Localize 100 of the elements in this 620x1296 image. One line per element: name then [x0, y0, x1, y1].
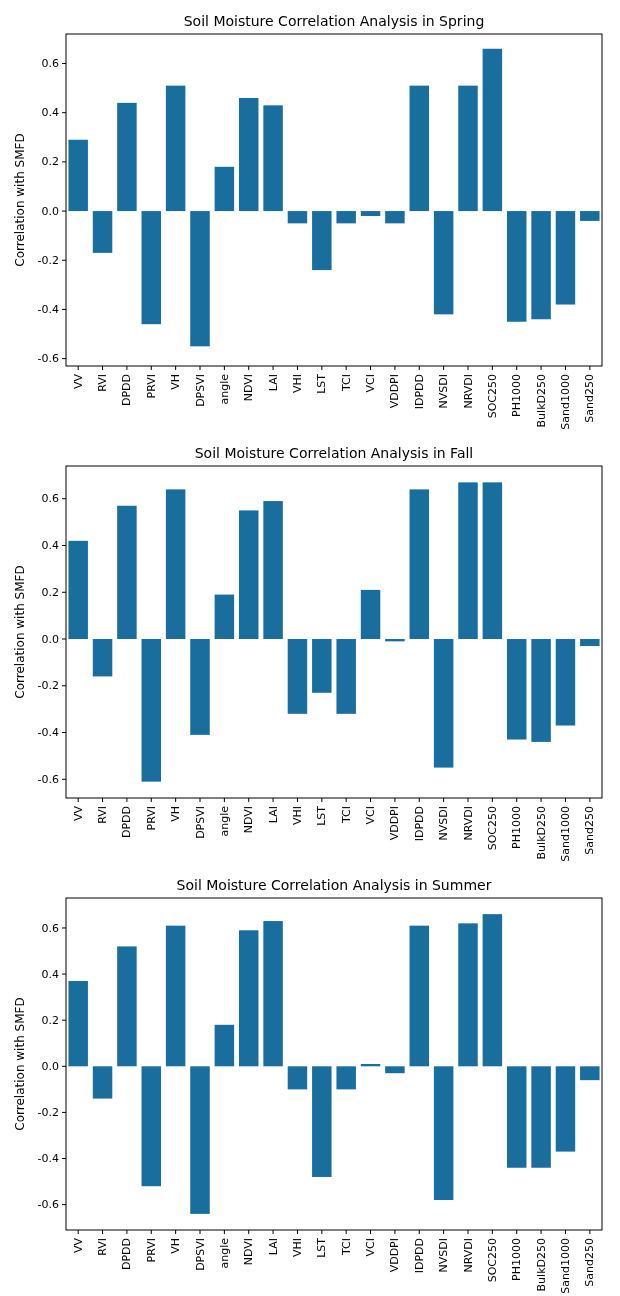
x-tick-label: BulkD250 [534, 806, 548, 860]
bar [312, 639, 332, 693]
x-tick-label: DPSVI [193, 1238, 207, 1271]
bar [92, 1066, 113, 1099]
x-tick-label: LAI [266, 1238, 280, 1256]
bar [506, 211, 527, 322]
x-tick-label: VDDPI [388, 806, 402, 841]
bar [190, 211, 210, 347]
bar [482, 914, 503, 1067]
x-tick-label: NDVI [242, 1238, 256, 1266]
x-tick-label: RVI [96, 806, 110, 824]
x-tick-label: TCI [339, 806, 353, 824]
x-tick-label: angle [217, 373, 231, 405]
y-tick-label: -0.6 [37, 1198, 59, 1212]
x-tick-label: NVSDI [437, 374, 451, 409]
x-tick-label: DPSVI [193, 806, 207, 839]
y-tick-label: -0.2 [37, 679, 59, 693]
x-tick-label: NVSDI [437, 806, 451, 841]
x-tick-label: TCI [339, 1238, 353, 1256]
y-tick-label: -0.6 [37, 352, 59, 366]
x-tick-label: RVI [96, 374, 110, 392]
y-tick-label: 0.0 [41, 204, 59, 218]
x-tick-label: NDVI [242, 806, 256, 834]
y-tick-label: 0.4 [41, 106, 59, 120]
y-tick-label: -0.4 [37, 1152, 59, 1166]
bar [433, 639, 454, 768]
x-tick-label: PRVI [144, 806, 158, 831]
y-tick-label: 0.6 [41, 57, 59, 71]
x-tick-label: angle [217, 1237, 231, 1269]
bar [409, 489, 430, 640]
x-tick-label: IDPDD [412, 806, 426, 842]
bar [458, 923, 478, 1067]
bar [555, 1066, 576, 1152]
x-tick-label: BulkD250 [534, 1238, 548, 1292]
bar [117, 505, 137, 640]
bar [141, 1066, 162, 1187]
y-tick-label: 0.4 [41, 539, 59, 553]
bar [482, 482, 503, 640]
x-tick-label: LST [315, 805, 329, 826]
x-tick-label: VH [169, 1238, 183, 1254]
x-tick-label: SOC250 [485, 806, 499, 851]
x-tick-label: Sand1000 [558, 374, 572, 430]
bar [92, 639, 113, 677]
bar [482, 48, 503, 212]
bar [68, 540, 88, 640]
bar [531, 211, 551, 320]
x-tick-label: NVSDI [437, 1238, 451, 1273]
bar [336, 1066, 356, 1090]
x-tick-label: SOC250 [485, 1238, 499, 1283]
bar [336, 639, 356, 714]
bar [141, 639, 162, 782]
chart-title: Soil Moisture Correlation Analysis in Spring [183, 13, 485, 29]
x-tick-label: NRVDI [461, 374, 475, 409]
y-tick-label: -0.4 [37, 302, 59, 316]
bar [165, 925, 186, 1067]
x-tick-label: Sand250 [583, 1238, 597, 1287]
bar [506, 1066, 527, 1168]
bar [506, 639, 527, 740]
x-tick-label: VDDPI [388, 1238, 402, 1273]
bar [409, 85, 430, 212]
chart-title: Soil Moisture Correlation Analysis in Fall [194, 445, 474, 461]
bar [214, 166, 235, 212]
x-tick-label: VHI [290, 374, 304, 394]
y-tick-label: 0.0 [41, 632, 59, 646]
x-tick-label: PH1000 [510, 1238, 524, 1281]
bar [360, 589, 381, 640]
y-tick-label: 0.2 [41, 155, 59, 169]
x-tick-label: VV [71, 373, 85, 390]
bar [580, 639, 600, 647]
bar [190, 639, 210, 735]
bar [141, 211, 162, 325]
bar [238, 930, 259, 1067]
bar [555, 639, 576, 726]
x-tick-label: VV [71, 805, 85, 822]
bar [287, 639, 308, 714]
bar [336, 211, 356, 224]
bar [68, 981, 88, 1067]
x-tick-label: VHI [290, 1238, 304, 1258]
y-tick-label: 0.2 [41, 1013, 59, 1027]
x-tick-label: DPDD [120, 1238, 134, 1271]
x-tick-label: RVI [96, 1238, 110, 1256]
y-tick-label: 0.6 [41, 921, 59, 935]
bar [409, 925, 430, 1067]
y-tick-label: 0.4 [41, 967, 59, 981]
bar [92, 211, 113, 253]
bar [263, 501, 283, 640]
x-tick-label: IDPDD [412, 374, 426, 410]
bar [238, 510, 259, 640]
bar [385, 211, 405, 224]
bar [458, 85, 478, 212]
x-tick-label: VCI [364, 1238, 378, 1257]
bar [360, 211, 381, 216]
x-tick-label: DPDD [120, 374, 134, 407]
y-tick-label: 0.2 [41, 585, 59, 599]
x-tick-label: VCI [364, 806, 378, 825]
x-tick-label: VHI [290, 806, 304, 826]
x-tick-label: Sand1000 [558, 1238, 572, 1294]
x-tick-label: IDPDD [412, 1238, 426, 1274]
x-tick-label: LST [315, 1237, 329, 1258]
bar [531, 1066, 551, 1168]
